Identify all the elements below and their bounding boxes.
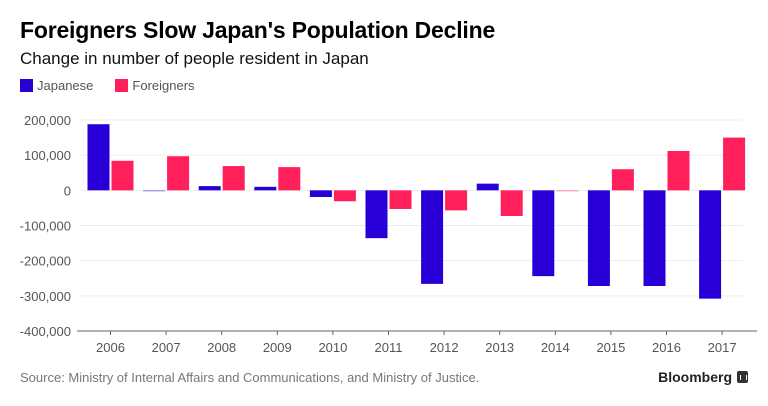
- legend-item-japanese: Japanese: [20, 78, 93, 93]
- y-axis-labels: 200,000 100,000 0 -100,000 -200,000 -300,000 -…: [20, 113, 71, 339]
- bar-foreigners-2013: [500, 190, 523, 217]
- x-axis: 2006 2007 2008 2009 2010 2011 2012 2013 2014 2015…: [77, 330, 757, 355]
- y-tick-label: 200,000: [24, 113, 71, 128]
- x-tick-label: 2014: [541, 340, 570, 355]
- x-tick-label: 2016: [652, 340, 681, 355]
- y-tick-label: -100,000: [20, 219, 71, 234]
- bar-japanese-2017: [699, 190, 722, 299]
- bar-foreigners-2008: [222, 166, 245, 191]
- bar-foreigners-2017: [723, 137, 746, 191]
- x-tick-label: 2011: [375, 340, 403, 355]
- bar-foreigners-2010: [333, 190, 356, 202]
- bar-foreigners-2007: [167, 156, 190, 191]
- bar-japanese-2007: [143, 190, 166, 192]
- legend-swatch-japanese: [20, 79, 33, 92]
- chart-subtitle: Change in number of people resident in J…: [20, 49, 369, 68]
- bar-foreigners-2009: [278, 167, 301, 191]
- y-tick-label: 0: [64, 183, 71, 198]
- source-note: Source: Ministry of Internal Affairs and…: [20, 370, 480, 385]
- y-tick-label: -400,000: [20, 324, 71, 339]
- bars: [87, 124, 746, 299]
- bar-foreigners-2012: [445, 190, 468, 211]
- bar-japanese-2014: [532, 190, 555, 277]
- chart-title: Foreigners Slow Japan's Population Decli…: [20, 17, 496, 43]
- bar-japanese-2013: [476, 183, 499, 191]
- bar-foreigners-2016: [667, 150, 690, 191]
- x-tick-label: 2007: [152, 340, 181, 355]
- legend-swatch-foreigners: [115, 79, 129, 92]
- y-tick-label: -300,000: [20, 289, 71, 304]
- bar-foreigners-2014: [556, 190, 579, 192]
- legend-item-foreigners: Foreigners: [115, 78, 195, 93]
- legend-label-japanese: Japanese: [37, 78, 94, 93]
- bar-japanese-2015: [587, 190, 610, 286]
- bar-japanese-2009: [254, 186, 277, 191]
- legend-label-foreigners: Foreigners: [132, 78, 195, 93]
- brand-logo: Bloomberg: [658, 369, 748, 385]
- bloomberg-icon: [737, 371, 748, 383]
- bar-japanese-2010: [309, 190, 332, 198]
- x-tick-label: 2008: [207, 340, 236, 355]
- brand-name: Bloomberg: [658, 369, 732, 385]
- bar-japanese-2012: [421, 190, 444, 284]
- bar-japanese-2006: [87, 124, 110, 191]
- x-tick-label: 2017: [708, 340, 737, 355]
- bar-foreigners-2011: [389, 190, 412, 209]
- bar-foreigners-2015: [611, 169, 634, 191]
- legend: Japanese Foreigners: [20, 78, 195, 93]
- bar-japanese-2008: [198, 186, 221, 191]
- bar-japanese-2011: [365, 190, 388, 239]
- y-tick-label: -200,000: [20, 254, 71, 269]
- x-tick-label: 2010: [318, 340, 347, 355]
- y-tick-label: 100,000: [24, 148, 71, 163]
- x-tick-label: 2012: [430, 340, 459, 355]
- x-tick-label: 2009: [263, 340, 292, 355]
- bar-japanese-2016: [643, 190, 666, 286]
- x-tick-label: 2006: [96, 340, 125, 355]
- x-tick-label: 2013: [485, 340, 514, 355]
- bar-foreigners-2006: [111, 160, 134, 191]
- x-tick-label: 2015: [596, 340, 625, 355]
